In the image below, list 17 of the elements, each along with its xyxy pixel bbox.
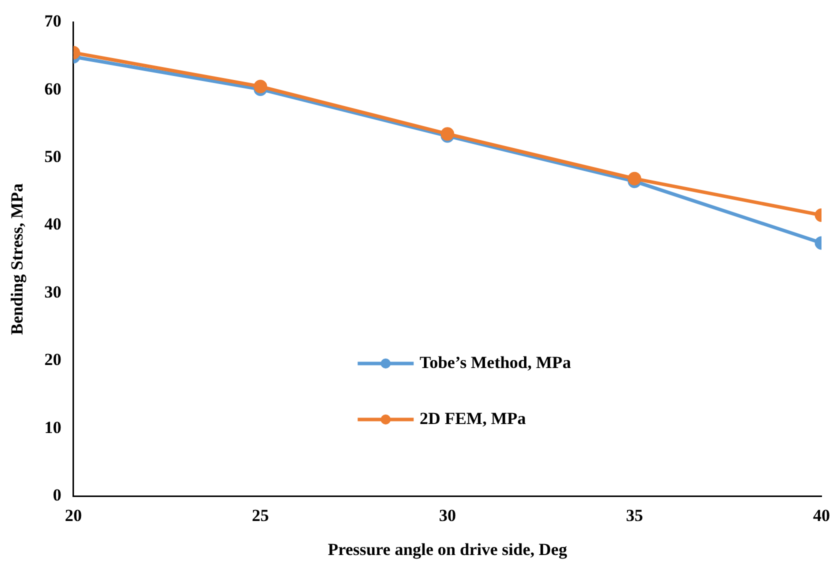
y-tick-label: 40 [44,214,62,234]
y-tick-label: 20 [44,350,62,370]
y-axis-title: Bending Stress, MPa [8,183,27,335]
x-tick-label: 25 [252,506,269,525]
x-axis-title: Pressure angle on drive side, Deg [328,540,568,560]
y-tick-label: 0 [52,486,62,505]
x-tick-label: 40 [813,506,830,525]
y-tick-label: 60 [44,79,62,98]
y-tick-label: 10 [44,418,62,437]
legend-label: 2D FEM, MPa [420,408,526,428]
x-tick-label: 30 [438,506,456,525]
y-tick-label: 70 [44,12,62,31]
x-tick-label: 20 [64,506,82,525]
y-tick-label: 30 [44,282,62,302]
legend-label: Tobe’s Method, MPa [420,352,572,372]
y-tick-label: 50 [44,147,62,166]
x-tick-label: 35 [626,506,643,525]
